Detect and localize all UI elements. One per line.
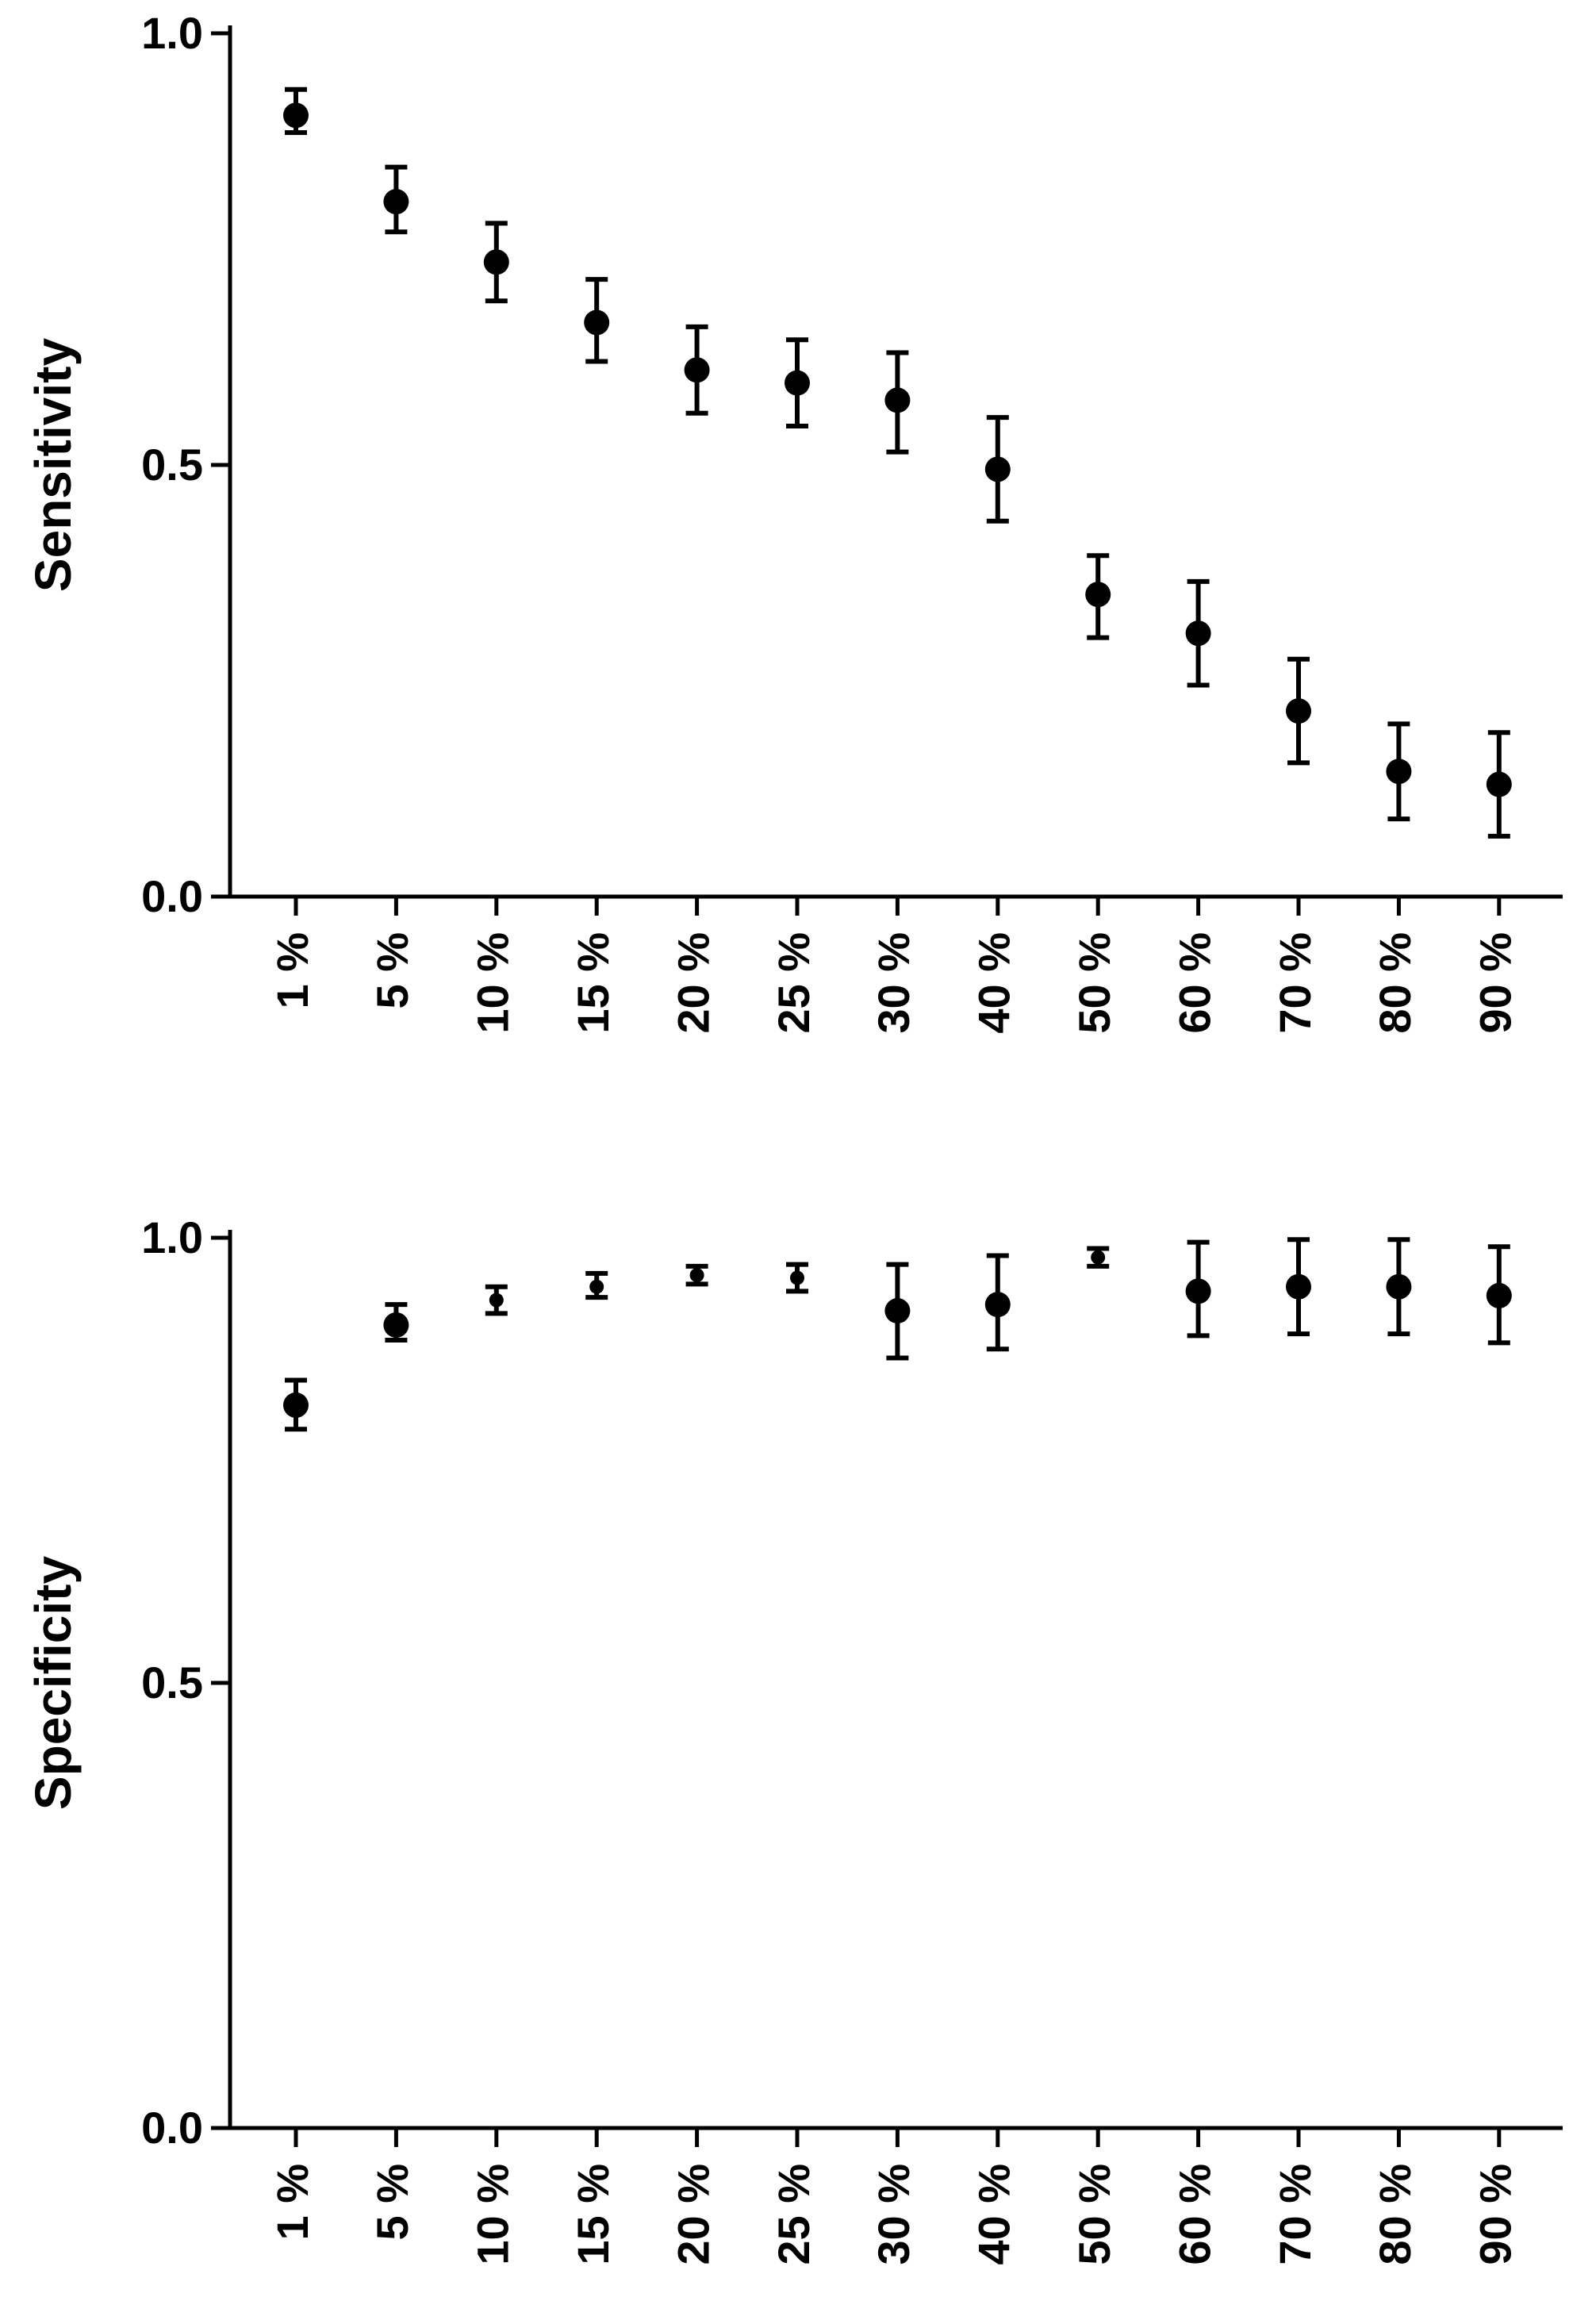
sensitivity-x-tick-label: 10 % — [468, 932, 518, 1034]
specificity-x-tick-label: 70 % — [1270, 2164, 1320, 2265]
specificity-data-point — [283, 1392, 309, 1418]
sensitivity-y-tick-label: 1.0 — [141, 8, 203, 58]
specificity-data-point — [1091, 1250, 1106, 1265]
sensitivity-x-tick-label: 15 % — [568, 932, 618, 1034]
sensitivity-x-tick-label: 30 % — [869, 932, 919, 1034]
sensitivity-x-tick-label: 90 % — [1471, 932, 1521, 1034]
specificity-x-tick-label: 15 % — [568, 2164, 618, 2265]
specificity-data-point — [1185, 1278, 1211, 1304]
sensitivity-data-point — [584, 309, 610, 336]
sensitivity-x-tick-label: 60 % — [1169, 932, 1219, 1034]
sensitivity-x-tick-label: 20 % — [668, 932, 718, 1034]
sensitivity-data-point — [785, 370, 810, 396]
specificity-x-tick-label: 60 % — [1169, 2164, 1219, 2265]
specificity-y-tick-label: 0.0 — [141, 2103, 203, 2153]
sensitivity-data-point — [383, 189, 409, 215]
specificity-data-point — [884, 1298, 911, 1324]
specificity-x-tick-label: 25 % — [769, 2164, 819, 2265]
specificity-data-point — [984, 1292, 1011, 1318]
sensitivity-x-tick-label: 5 % — [367, 932, 417, 1009]
sensitivity-y-tick-label: 0.5 — [141, 440, 203, 490]
sensitivity-data-point — [1085, 582, 1111, 608]
specificity-data-point — [790, 1270, 804, 1285]
specificity-data-point — [1286, 1273, 1311, 1300]
sensitivity-data-point — [984, 456, 1011, 482]
specificity-x-tick-label: 80 % — [1370, 2164, 1420, 2265]
specificity-y-tick-label: 0.5 — [141, 1658, 203, 1707]
sensitivity-data-point — [1286, 698, 1311, 724]
sensitivity-x-tick-label: 70 % — [1270, 932, 1320, 1034]
specificity-data-point — [1386, 1273, 1412, 1300]
sensitivity-chart: 0.0 0.5 1.0 Sensitivity 1 % 5 % 10 % 15 % 20 % 25… — [25, 8, 1563, 1034]
specificity-data-point — [589, 1279, 604, 1294]
specificity-x-tick-label: 50 % — [1069, 2164, 1119, 2265]
sensitivity-x-tick-label: 1 % — [267, 932, 317, 1009]
specificity-x-tick-label: 10 % — [468, 2164, 518, 2265]
sensitivity-y-tick-label: 0.0 — [141, 871, 203, 921]
sensitivity-x-tick-label: 25 % — [769, 932, 819, 1034]
sensitivity-y-axis-label: Sensitivity — [25, 338, 82, 593]
specificity-data-point — [689, 1268, 704, 1283]
sensitivity-data-point — [684, 357, 710, 383]
specificity-x-tick-label: 20 % — [668, 2164, 718, 2265]
specificity-x-tick-label: 30 % — [869, 2164, 919, 2265]
specificity-x-tick-label: 90 % — [1471, 2164, 1521, 2265]
sensitivity-data-point — [1486, 771, 1512, 797]
sensitivity-x-tick-label: 80 % — [1370, 932, 1420, 1034]
specificity-y-axis-label: Specificity — [25, 1556, 82, 1811]
specificity-data-point — [1486, 1282, 1512, 1308]
sensitivity-data-point — [483, 249, 509, 275]
sensitivity-data-point — [283, 102, 309, 129]
sensitivity-data-point — [1185, 620, 1211, 647]
specificity-x-tick-label: 40 % — [969, 2164, 1019, 2265]
specificity-data-point — [383, 1312, 409, 1338]
sensitivity-data-point — [884, 387, 911, 413]
sensitivity-x-tick-label: 40 % — [969, 932, 1019, 1034]
sensitivity-data-point — [1386, 759, 1412, 785]
sensitivity-x-tick-label: 50 % — [1069, 932, 1119, 1034]
specificity-x-tick-label: 1 % — [267, 2164, 317, 2241]
specificity-data-point — [489, 1293, 504, 1308]
specificity-x-tick-label: 5 % — [367, 2164, 417, 2241]
specificity-y-tick-label: 1.0 — [141, 1212, 203, 1262]
specificity-chart: 0.0 0.5 1.0 Specificity 1 % 5 % 10 % 15 % 20 % 25… — [25, 1212, 1563, 2265]
